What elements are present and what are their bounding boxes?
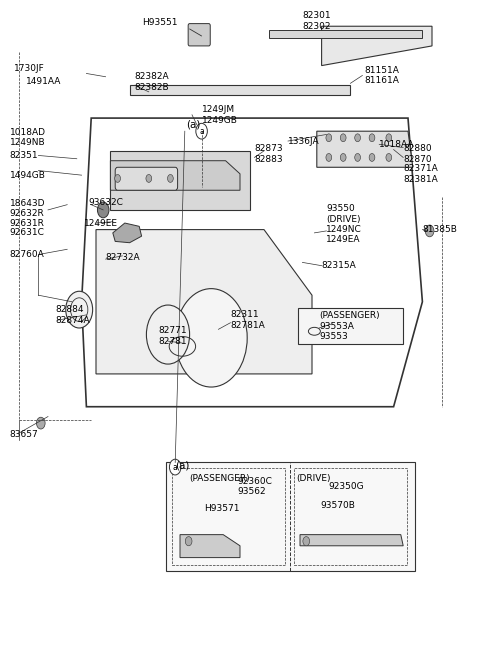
Polygon shape — [110, 161, 240, 190]
Circle shape — [340, 134, 346, 142]
FancyBboxPatch shape — [115, 167, 178, 190]
Text: 82884
82874A: 82884 82874A — [55, 305, 90, 325]
Text: (PASSENGER)
93553A
93553: (PASSENGER) 93553A 93553 — [319, 311, 380, 341]
Circle shape — [175, 289, 247, 387]
Text: 93632C: 93632C — [89, 197, 124, 207]
Text: 18643D: 18643D — [10, 199, 45, 208]
Circle shape — [386, 134, 392, 142]
Text: 92360C
93562: 92360C 93562 — [238, 477, 273, 497]
Text: 1018AD
1249NB: 1018AD 1249NB — [10, 128, 46, 148]
Text: 83657: 83657 — [10, 430, 38, 439]
Circle shape — [66, 291, 93, 328]
Text: (PASSENGER): (PASSENGER) — [190, 474, 250, 483]
Circle shape — [355, 134, 360, 142]
FancyBboxPatch shape — [188, 24, 210, 46]
Text: 1494GB: 1494GB — [10, 171, 46, 180]
Circle shape — [169, 459, 181, 475]
Circle shape — [146, 305, 190, 364]
Text: 81151A
81161A: 81151A 81161A — [365, 66, 400, 85]
Text: 82760A: 82760A — [10, 250, 44, 259]
Polygon shape — [322, 26, 432, 66]
Circle shape — [303, 537, 310, 546]
Circle shape — [97, 202, 109, 218]
Circle shape — [425, 225, 434, 237]
FancyBboxPatch shape — [298, 308, 403, 344]
FancyBboxPatch shape — [166, 462, 415, 571]
Text: 92631C: 92631C — [10, 228, 45, 237]
Circle shape — [185, 537, 192, 546]
Polygon shape — [180, 535, 240, 558]
Text: 92631R: 92631R — [10, 218, 45, 228]
Text: H93551: H93551 — [142, 18, 178, 28]
Text: 1018AA: 1018AA — [379, 140, 415, 149]
Circle shape — [115, 174, 120, 182]
Circle shape — [146, 174, 152, 182]
Circle shape — [196, 123, 207, 139]
Text: 81385B: 81385B — [422, 225, 457, 234]
Text: 1491AA: 1491AA — [26, 77, 62, 87]
Circle shape — [386, 154, 392, 161]
Circle shape — [326, 134, 332, 142]
Polygon shape — [317, 131, 413, 167]
Text: 82315A: 82315A — [322, 261, 356, 270]
Circle shape — [36, 417, 45, 429]
Text: 82732A: 82732A — [106, 253, 140, 262]
Text: 92632R: 92632R — [10, 209, 44, 218]
Circle shape — [369, 134, 375, 142]
Circle shape — [355, 154, 360, 161]
Text: (DRIVE): (DRIVE) — [297, 474, 331, 483]
Polygon shape — [113, 223, 142, 243]
Polygon shape — [300, 535, 403, 546]
Text: (a): (a) — [175, 461, 190, 471]
Text: (a): (a) — [186, 119, 201, 130]
Circle shape — [326, 154, 332, 161]
Text: 93570B: 93570B — [321, 501, 356, 510]
Text: 82382A
82382B: 82382A 82382B — [134, 72, 169, 92]
Text: a: a — [199, 127, 204, 136]
Text: 1336JA: 1336JA — [288, 136, 320, 146]
Text: 92350G: 92350G — [329, 482, 364, 491]
Polygon shape — [110, 151, 250, 210]
Text: 1249JM
1249GB: 1249JM 1249GB — [202, 105, 238, 125]
Text: 93550
(DRIVE)
1249NC
1249EA: 93550 (DRIVE) 1249NC 1249EA — [326, 204, 362, 245]
Polygon shape — [269, 30, 422, 38]
Text: 82873
82883: 82873 82883 — [254, 144, 283, 164]
Polygon shape — [130, 85, 350, 95]
Text: 82311
82781A: 82311 82781A — [230, 310, 265, 330]
Text: 82371A
82381A: 82371A 82381A — [403, 164, 438, 184]
Text: 82771
82781: 82771 82781 — [158, 326, 187, 346]
Text: 1249EE: 1249EE — [84, 218, 118, 228]
Text: 82351: 82351 — [10, 151, 38, 160]
Text: 82301
82302: 82301 82302 — [302, 11, 331, 31]
Circle shape — [340, 154, 346, 161]
Polygon shape — [96, 230, 312, 374]
Text: 82880
82870: 82880 82870 — [403, 144, 432, 164]
Text: 1730JF: 1730JF — [14, 64, 45, 73]
Circle shape — [168, 174, 173, 182]
Circle shape — [369, 154, 375, 161]
Text: a: a — [173, 462, 178, 472]
Text: H93571: H93571 — [204, 504, 240, 513]
